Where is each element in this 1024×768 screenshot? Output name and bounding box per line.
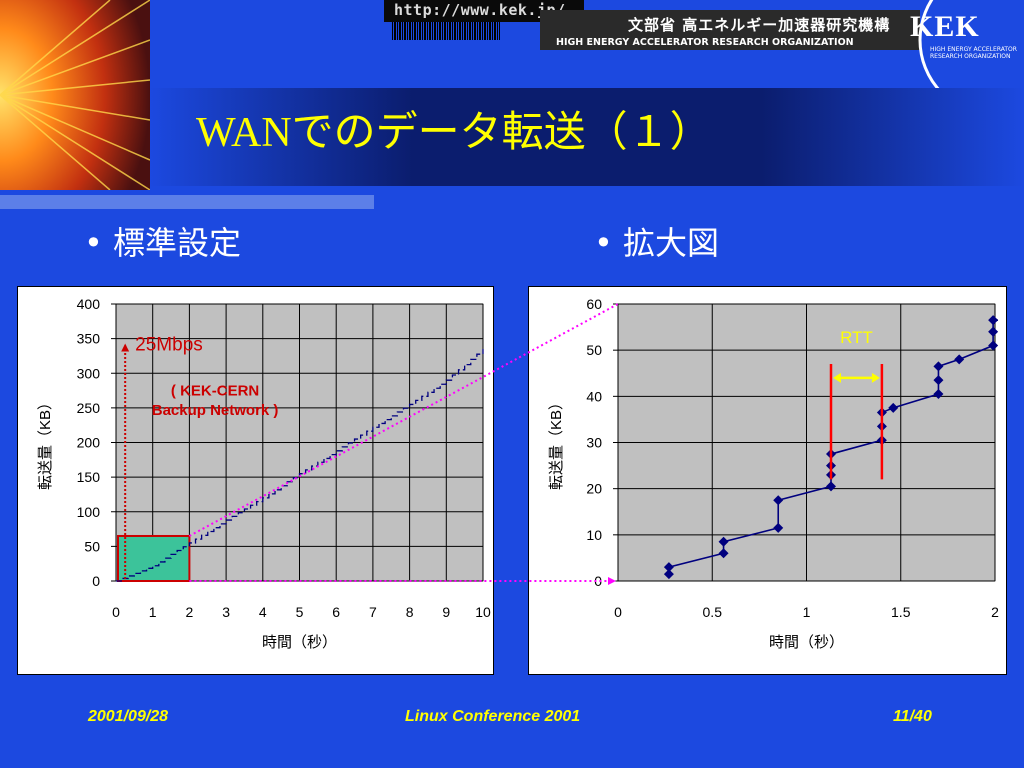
x-tick-label: 0 (112, 604, 120, 620)
rtt-label: RTT (840, 328, 873, 347)
network-label-line2: Backup Network ) (152, 402, 279, 419)
data-point (933, 361, 944, 372)
data-point (718, 548, 729, 559)
x-tick-label: 2 (186, 604, 194, 620)
x-tick-label: 10 (475, 604, 491, 620)
x-tick-label: 1 (803, 604, 811, 620)
data-point (988, 315, 999, 326)
data-point (773, 522, 784, 533)
data-point (663, 562, 674, 573)
x-axis-title: 時間（秒） (769, 634, 844, 651)
x-tick-label: 7 (369, 604, 377, 620)
network-label-line1: ( KEK-CERN (171, 382, 259, 399)
data-point (718, 536, 729, 547)
y-tick-label: 50 (84, 538, 100, 554)
chart-standard: 0 1 2 3 4 5 6 7 8 9 10050100150200250300350400時間（秒… (37, 296, 491, 651)
data-point (988, 326, 999, 337)
footer-event: Linux Conference 2001 (405, 708, 581, 725)
title-band (150, 88, 1024, 186)
y-tick-label: 100 (77, 504, 101, 520)
y-tick-label: 200 (77, 435, 101, 451)
zoom-region-highlight (117, 534, 191, 583)
data-point (988, 340, 999, 351)
y-tick-label: 10 (586, 527, 602, 543)
url-text: http://www.kek.jp/ (394, 1, 566, 19)
y-tick-label: 40 (586, 388, 602, 404)
rtt-arrow-head-right (871, 372, 880, 383)
bullet-right-text: 拡大図 (623, 224, 720, 262)
bullet-left: • 標準設定 (84, 224, 242, 262)
bullet-left-text: 標準設定 (113, 224, 242, 262)
x-tick-label: 9 (442, 604, 450, 620)
chart-panel-left: 0 1 2 3 4 5 6 7 8 9 10 0 50 100 150 200 250 300 350 400 時間（秒… (17, 286, 494, 675)
org-name-jp: 文部省 高エネルギー加速器研究機構 (628, 16, 891, 34)
y-tick-label: 60 (586, 296, 602, 312)
data-point (773, 495, 784, 506)
kek-logo-ring (918, 0, 953, 100)
data-point (663, 569, 674, 580)
y-tick-label: 400 (77, 296, 101, 312)
header-band (540, 10, 920, 50)
y-tick-label: 50 (586, 342, 602, 358)
y-tick-label: 20 (586, 481, 602, 497)
data-point (826, 481, 837, 492)
footer-date: 2001/09/28 (88, 708, 169, 725)
y-tick-label: 30 (586, 435, 602, 451)
y-tick-label: 0 (594, 573, 602, 589)
rate-label: 25Mbps (135, 335, 203, 356)
x-tick-label: 0 (614, 604, 622, 620)
x-tick-label: 1 (149, 604, 157, 620)
barcode-graphic (392, 22, 500, 40)
data-point (954, 354, 965, 365)
footer-page-number: 11/40 (893, 708, 932, 725)
x-tick-label: 6 (332, 604, 340, 620)
x-tick-label: 0.5 (703, 604, 723, 620)
data-point (933, 389, 944, 400)
title-underbar (0, 195, 374, 209)
url-banner: http://www.kek.jp/ (384, 0, 584, 22)
starburst-graphic (0, 0, 150, 190)
x-tick-label: 1.5 (891, 604, 911, 620)
slide-title: WANでのデータ転送（１） (196, 110, 712, 156)
kek-logo-subtitle: HIGH ENERGY ACCELERATOR RESEARCH ORGANIZ… (930, 46, 1017, 60)
data-point (933, 375, 944, 386)
rtt-arrow-head-left (833, 372, 842, 383)
y-tick-label: 300 (77, 365, 101, 381)
x-tick-label: 3 (222, 604, 230, 620)
y-axis-title: 転送量（KB） (548, 395, 565, 490)
data-point (888, 402, 899, 413)
y-tick-label: 250 (77, 400, 101, 416)
x-tick-label: 8 (406, 604, 414, 620)
y-tick-label: 350 (77, 331, 101, 347)
org-name-en: HIGH ENERGY ACCELERATOR RESEARCH ORGANIZ… (556, 37, 854, 48)
x-tick-label: 4 (259, 604, 267, 620)
y-tick-label: 0 (92, 573, 100, 589)
kek-logo: KEK (910, 10, 980, 43)
x-tick-label: 2 (991, 604, 999, 620)
x-tick-label: 5 (296, 604, 304, 620)
x-axis-title: 時間（秒） (262, 634, 337, 651)
y-tick-label: 150 (77, 469, 101, 485)
y-axis-title: 転送量（KB） (37, 395, 54, 490)
chart-panel-right: 0 0.5 1 1.5 2 0 10 20 30 40 50 60 時間（秒） 転送量（KB） RTT (528, 286, 1007, 675)
bullet-right: • 拡大図 (594, 224, 720, 262)
rate-arrow-head (121, 343, 130, 352)
